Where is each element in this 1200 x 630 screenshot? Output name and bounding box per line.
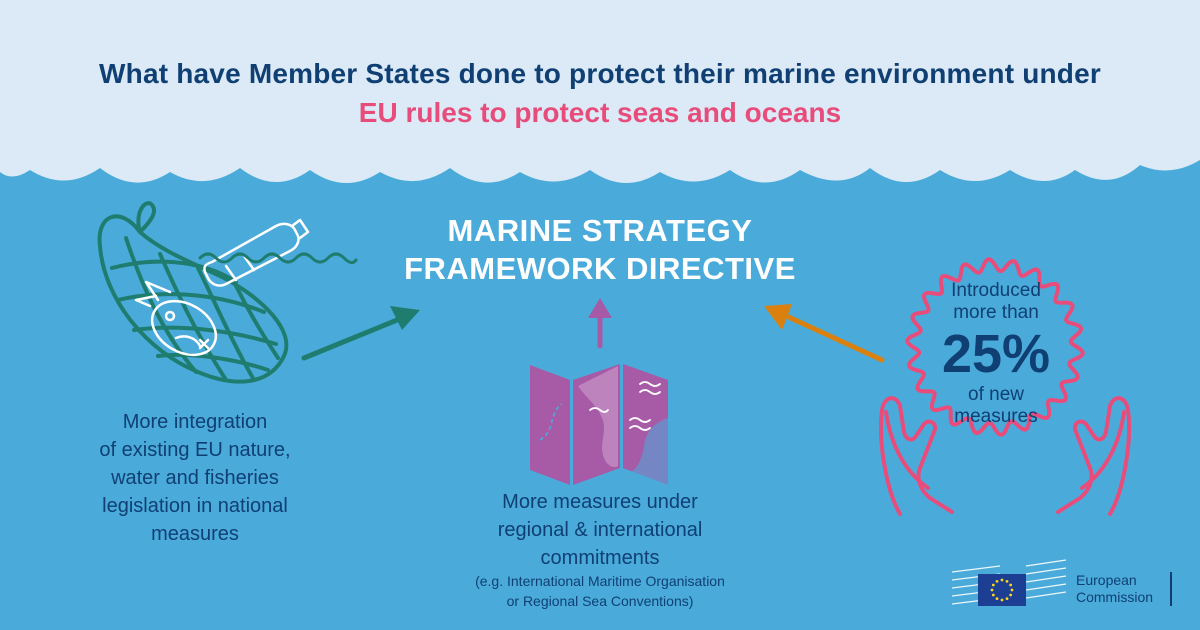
badge-line4: measures [954, 406, 1038, 427]
badge-text: Introduced more than 25% of new measures [896, 280, 1096, 428]
eu-flag-star [990, 588, 994, 592]
left-caption-line: measures [151, 523, 239, 545]
eu-flag-star [991, 593, 995, 597]
eu-flag-star [991, 583, 995, 587]
fishing-net-icon [97, 201, 289, 384]
badge-line1: Introduced [951, 280, 1041, 301]
badge-line3: of new [968, 384, 1024, 405]
logo-divider [1170, 572, 1172, 606]
eu-flag-star [1005, 597, 1009, 601]
left-caption-line: water and fisheries [111, 467, 279, 489]
eu-flag-star [1009, 593, 1013, 597]
badge-value: 25% [941, 324, 1051, 384]
eu-logo-mark [951, 559, 1067, 606]
hands-icon [878, 396, 1132, 516]
middle-note: (e.g. International Maritime Organisatio… [410, 571, 790, 611]
badge-line2: more than [953, 302, 1039, 323]
eu-flag-star [1009, 583, 1013, 587]
left-caption-line: of existing EU nature, [99, 439, 291, 461]
fish-icon [134, 280, 218, 357]
arrow-left-to-center [301, 306, 420, 361]
directive-title: MARINE STRATEGY FRAMEWORK DIRECTIVE [380, 212, 820, 288]
eu-flag-star [995, 579, 999, 583]
middle-caption-line: More measures under [502, 491, 698, 513]
logo-line1: European [1076, 572, 1137, 588]
wave-line [198, 252, 358, 265]
eu-flag-star [1000, 578, 1004, 582]
directive-title-line2: FRAMEWORK DIRECTIVE [404, 251, 796, 286]
left-caption: More integration of existing EU nature, … [60, 408, 330, 548]
eu-flag-star [1010, 588, 1014, 592]
middle-note-line: (e.g. International Maritime Organisatio… [475, 573, 725, 589]
map-icon [530, 364, 668, 485]
directive-title-line1: MARINE STRATEGY [447, 213, 753, 248]
eu-flag-star [995, 597, 999, 601]
middle-caption-line: regional & international [497, 519, 703, 541]
plastic-bottle-icon [203, 218, 310, 287]
left-caption-line: More integration [122, 411, 268, 433]
page-subtitle: EU rules to protect seas and oceans [358, 97, 842, 128]
left-caption-line: legislation in national [102, 495, 288, 517]
arrow-right-to-center [764, 304, 885, 363]
eu-flag-star [1005, 579, 1009, 583]
badge-seal-icon [905, 257, 1085, 437]
arrow-middle-up [588, 298, 612, 349]
sky-cloud-band [0, 0, 1200, 184]
middle-caption: More measures under regional & internati… [430, 488, 770, 572]
middle-note-line: or Regional Sea Conventions) [506, 593, 694, 609]
eu-flag-star [1000, 598, 1004, 602]
page-title: What have Member States done to protect … [99, 58, 1101, 89]
middle-caption-line: commitments [540, 547, 660, 569]
logo-line2: Commission [1076, 589, 1154, 605]
european-commission-logo-text: European Commission [1076, 572, 1153, 606]
